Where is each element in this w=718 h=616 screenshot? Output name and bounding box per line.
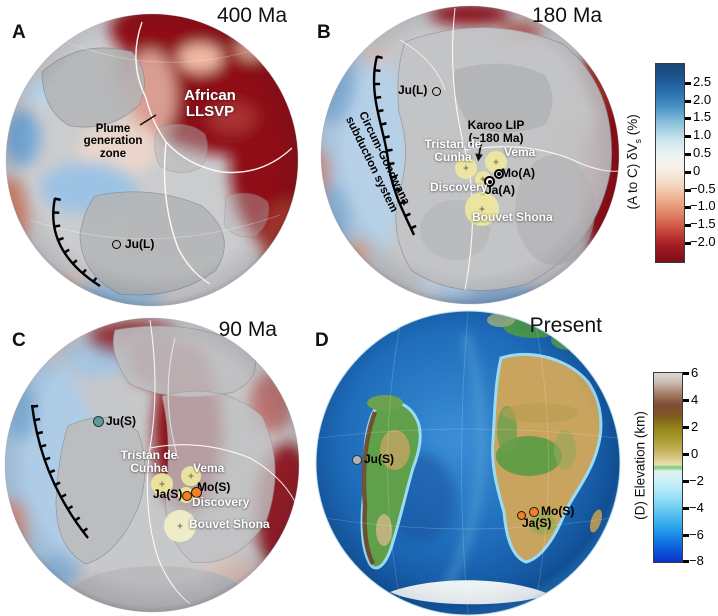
vs-tick-mark xyxy=(685,171,691,174)
tristan-label-b: Tristan de Cunha xyxy=(424,137,482,164)
ja-marker-b xyxy=(484,176,495,187)
ju-marker-d xyxy=(352,455,362,465)
vs-tick-label: 2.5 xyxy=(693,74,712,89)
ja-label-c: Ja(S) xyxy=(153,487,183,501)
globe-d-map xyxy=(315,310,621,616)
colorbar-vs-label-prefix: (A to C) δV xyxy=(625,143,641,210)
elev-tick-label: 6 xyxy=(691,365,699,380)
panel-c-title: 90 Ma xyxy=(218,318,277,341)
ju-label-c: Ju(S) xyxy=(106,414,136,428)
ju-label-d: Ju(S) xyxy=(364,452,394,466)
panel-a: A 400 Ma African LLSVP Plume generation … xyxy=(0,0,305,308)
elev-tick-mark xyxy=(683,560,689,563)
panel-a-letter: A xyxy=(12,22,26,43)
vema-label-b: Vema xyxy=(504,145,536,159)
ju-marker-c xyxy=(93,416,104,427)
elev-tick-mark xyxy=(683,480,689,483)
elev-tick-label: −2 xyxy=(689,473,704,488)
mo-marker-c xyxy=(191,487,202,498)
colorbar-vs-gradient xyxy=(655,63,685,263)
vs-tick-label: 0.5 xyxy=(693,145,712,160)
vs-tick-label: 2.0 xyxy=(693,92,712,107)
vs-tick-label: −2.0 xyxy=(690,234,716,249)
vs-tick-mark xyxy=(685,206,691,209)
colorbar-elevation-label: (D) Elevation (km) xyxy=(633,356,648,576)
ju-marker-b xyxy=(432,87,441,96)
ju-marker-a xyxy=(112,240,121,249)
hotspot-circle-vema-c xyxy=(181,466,201,486)
panel-d: D Present Ju(S) Mo(S) Ja(S) xyxy=(305,308,640,616)
hotspot-circle-bouvet-b xyxy=(465,192,499,226)
discovery-label-b: Discovery xyxy=(430,180,488,194)
plume-pointer-line xyxy=(139,114,157,126)
mo-label-c: Mo(S) xyxy=(197,480,231,494)
vs-tick-label: 0 xyxy=(693,163,701,178)
african-llsvp-label: African LLSVP xyxy=(184,87,236,121)
karoo-arrow-icon xyxy=(475,143,483,162)
elev-tick-mark xyxy=(683,426,689,429)
hotspot-circle-tristan-b xyxy=(455,157,477,179)
elev-tick-label: −8 xyxy=(689,553,704,568)
vs-tick-label: −1.5 xyxy=(690,216,716,231)
colorbar-elevation-label-text: (D) Elevation (km) xyxy=(632,411,648,520)
ja-marker-dot-b xyxy=(487,179,492,184)
elev-tick-label: 2 xyxy=(691,419,699,434)
panel-d-title: Present xyxy=(529,314,602,337)
colorbar-vs-label-suffix: (%) xyxy=(625,114,641,139)
vs-tick-label: −0.5 xyxy=(690,181,716,196)
panel-c: C 90 Ma Ju(S) Tristan de Cunha Vema Mo(S… xyxy=(0,308,305,616)
vs-tick-mark xyxy=(685,100,691,103)
hotspot-circle-vema-b xyxy=(485,151,507,173)
vs-tick-mark xyxy=(685,135,691,138)
elev-tick-mark xyxy=(683,399,689,402)
bouvet-label-b: Bouvet Shona xyxy=(472,210,553,224)
mo-marker-b xyxy=(494,169,504,179)
vs-tick-label: 1.0 xyxy=(693,127,712,142)
panel-c-letter: C xyxy=(12,330,26,351)
elev-tick-label: 4 xyxy=(691,392,699,407)
ju-label-b: Ju(L) xyxy=(398,83,428,97)
vs-tick-mark xyxy=(685,224,691,227)
discovery-label-c: Discovery xyxy=(192,495,250,509)
panel-a-title: 400 Ma xyxy=(216,4,287,27)
ja-label-b: Ja(A) xyxy=(485,183,516,197)
vs-tick-label: 1.5 xyxy=(693,109,712,124)
globe-a-map xyxy=(5,13,299,307)
plume-generation-zone-label: Plume generation zone xyxy=(83,123,143,160)
vema-label-c: Vema xyxy=(193,461,225,475)
elev-tick-label: −6 xyxy=(689,527,704,542)
vs-tick-label: −1.0 xyxy=(690,198,716,213)
vs-tick-mark xyxy=(685,189,691,192)
vs-tick-mark xyxy=(685,117,691,120)
panel-b: B 180 Ma Ju(L) Circum-Gondwana subductio… xyxy=(305,0,640,308)
colorbar-vs-label: (A to C) δVs (%) xyxy=(625,52,643,272)
karoo-lip-label: Karoo LIP (~180 Ma) xyxy=(467,118,525,145)
mo-label-d: Mo(S) xyxy=(541,504,575,518)
ja-label-d: Ja(S) xyxy=(522,516,552,530)
mo-label-b: Mo(A) xyxy=(501,166,535,180)
elev-tick-mark xyxy=(683,372,689,375)
vs-tick-mark xyxy=(685,82,691,85)
elev-tick-mark xyxy=(683,534,689,537)
elev-tick-label: −4 xyxy=(689,500,704,515)
mo-marker-dot-b xyxy=(497,172,501,176)
panel-b-letter: B xyxy=(317,22,331,43)
elev-tick-mark xyxy=(683,507,689,510)
colorbar-elevation-gradient xyxy=(653,372,683,563)
panel-d-letter: D xyxy=(315,330,329,351)
hotspot-circle-bouvet-c xyxy=(164,510,196,542)
vs-tick-mark xyxy=(685,242,691,245)
colorbar-vs-label-sub: s xyxy=(632,138,643,144)
bouvet-label-c: Bouvet Shona xyxy=(189,517,270,531)
elev-tick-label: 0 xyxy=(691,446,699,461)
tristan-label-c: Tristan de Cunha xyxy=(120,448,178,475)
elev-tick-mark xyxy=(683,453,689,456)
vs-tick-mark xyxy=(685,153,691,156)
ja-marker-d xyxy=(517,511,526,520)
mo-marker-d xyxy=(529,507,539,517)
panel-b-title: 180 Ma xyxy=(531,4,602,27)
hotspot-circle-tristan-c xyxy=(151,473,173,495)
ju-label-a: Ju(L) xyxy=(125,237,155,251)
